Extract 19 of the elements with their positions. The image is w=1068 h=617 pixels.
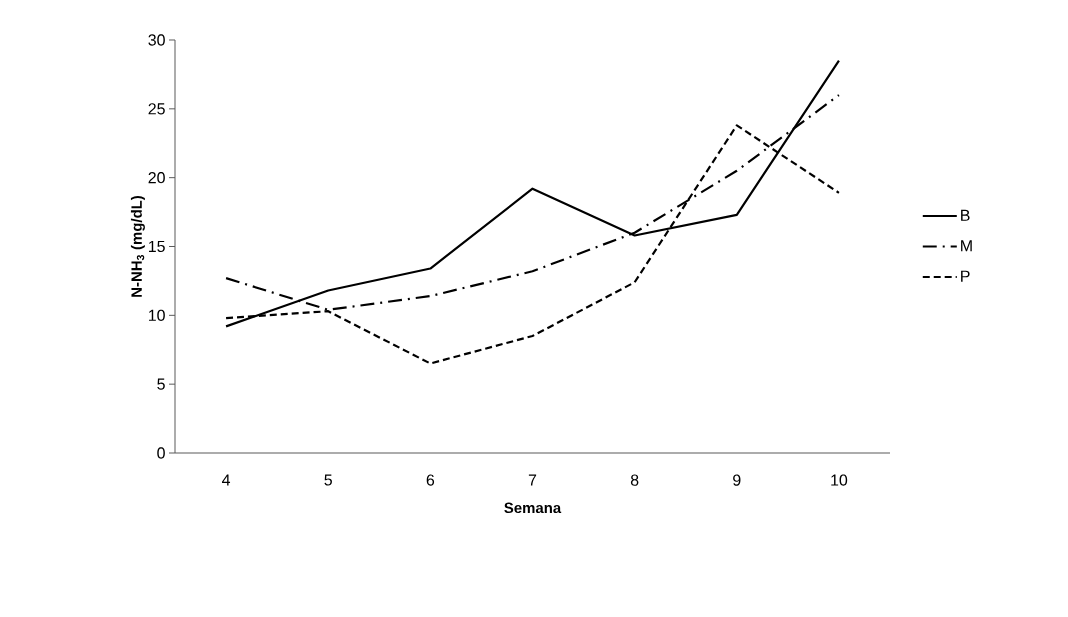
y-tick-label: 15 [148,240,165,253]
x-tick-label: 10 [831,474,848,486]
legend-label: P [961,270,970,282]
y-tick-label: 0 [157,447,165,459]
legend-label: M [961,240,972,252]
y-tick-label: 10 [148,309,165,321]
x-tick-label: 5 [324,474,332,486]
x-tick-label: 9 [733,474,741,486]
y-tick-label: 30 [148,34,165,46]
x-tick-label: 8 [630,474,639,486]
x-tick-label: 6 [426,474,435,486]
x-tick-label: 4 [222,474,231,486]
x-axis-title: Semana [504,502,562,514]
y-tick-label: 20 [148,172,165,184]
y-tick-label: 5 [157,378,165,390]
x-tick-label: 7 [528,474,537,486]
y-tick-label: 25 [148,103,165,115]
legend-label: B [961,209,970,221]
y-axis-title: N-NH$_{3}$ (mg/dL) [130,195,145,297]
